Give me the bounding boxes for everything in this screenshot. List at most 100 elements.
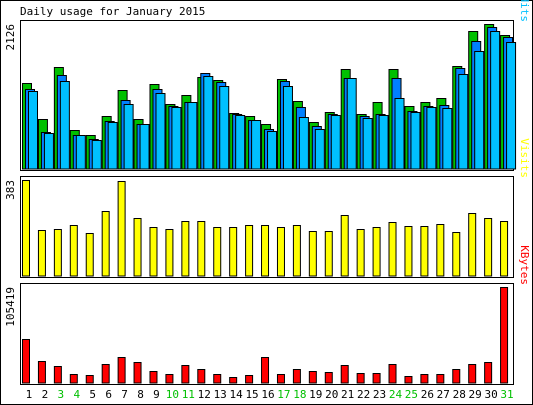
hits-bar-hits-day-25 bbox=[410, 112, 421, 170]
visits-bar-visits-day-23 bbox=[372, 227, 381, 277]
visits-bar-visits-day-25 bbox=[404, 226, 413, 277]
visits-bar-visits-day-19 bbox=[308, 231, 317, 277]
hits-bar-hits-day-7 bbox=[123, 104, 134, 170]
visits-bar-visits-day-8 bbox=[133, 218, 142, 277]
hits-bar-hits-day-12 bbox=[203, 76, 214, 170]
day-label-25: 25 bbox=[405, 388, 418, 401]
day-label-27: 27 bbox=[437, 388, 450, 401]
chart-panels: 2126 Pages/Files/Hits 383 Visits 105419 KByte… bbox=[4, 0, 531, 385]
hits-bar-hits-day-9 bbox=[155, 93, 166, 170]
kbytes-bar-kbytes-day-21 bbox=[340, 365, 349, 384]
kbytes-bar-kbytes-day-12 bbox=[197, 369, 206, 384]
visits-legend: Visits bbox=[518, 138, 531, 178]
day-label-31: 31 bbox=[500, 388, 513, 401]
day-label-19: 19 bbox=[309, 388, 322, 401]
kbytes-bar-kbytes-day-19 bbox=[308, 371, 317, 384]
hits-bar-hits-day-20 bbox=[330, 115, 341, 170]
visits-bar-visits-day-10 bbox=[165, 229, 174, 277]
hits-bar-hits-day-18 bbox=[298, 117, 309, 170]
hits-bar-hits-day-3 bbox=[59, 81, 70, 170]
hits-bar-hits-day-28 bbox=[458, 74, 469, 170]
hits-bar-hits-day-13 bbox=[219, 86, 230, 170]
hits-bar-hits-day-29 bbox=[474, 51, 485, 170]
day-label-7: 7 bbox=[121, 388, 128, 401]
visits-bar-visits-day-3 bbox=[53, 229, 62, 277]
kbytes-bar-kbytes-day-16 bbox=[261, 357, 270, 384]
hits-bar-hits-day-16 bbox=[267, 131, 278, 170]
kbytes-bar-kbytes-day-27 bbox=[436, 374, 445, 384]
hits-bar-hits-day-11 bbox=[187, 102, 198, 170]
kbytes-bar-kbytes-day-7 bbox=[117, 357, 126, 384]
day-label-18: 18 bbox=[293, 388, 306, 401]
hits-bar-hits-day-4 bbox=[75, 135, 86, 170]
hits-bar-hits-day-5 bbox=[91, 140, 102, 170]
kbytes-max-label: 105419 bbox=[4, 287, 17, 327]
kbytes-legend: KBytes bbox=[518, 245, 531, 285]
kbytes-bar-kbytes-day-20 bbox=[324, 372, 333, 384]
visits-bar-visits-day-21 bbox=[340, 215, 349, 277]
day-label-22: 22 bbox=[357, 388, 370, 401]
day-label-20: 20 bbox=[325, 388, 338, 401]
hits-panel: 2126 Pages/Files/Hits bbox=[4, 0, 531, 171]
hits-bar-hits-day-8 bbox=[139, 124, 150, 170]
kbytes-bar-kbytes-day-10 bbox=[165, 374, 174, 384]
kbytes-bar-kbytes-day-4 bbox=[69, 374, 78, 384]
day-label-11: 11 bbox=[182, 388, 195, 401]
visits-max-label: 383 bbox=[4, 180, 17, 200]
visits-bar-visits-day-18 bbox=[292, 225, 301, 277]
visits-bar-visits-day-6 bbox=[101, 211, 110, 277]
hits-bar-hits-day-27 bbox=[442, 108, 453, 170]
kbytes-bar-kbytes-day-23 bbox=[372, 373, 381, 384]
day-label-17: 17 bbox=[277, 388, 290, 401]
kbytes-bar-kbytes-day-5 bbox=[85, 375, 94, 384]
kbytes-bar-kbytes-day-26 bbox=[420, 374, 429, 384]
day-label-10: 10 bbox=[166, 388, 179, 401]
kbytes-bar-kbytes-day-9 bbox=[149, 371, 158, 384]
day-label-9: 9 bbox=[153, 388, 160, 401]
day-label-4: 4 bbox=[73, 388, 80, 401]
day-label-12: 12 bbox=[198, 388, 211, 401]
hits-bar-hits-day-10 bbox=[171, 107, 182, 170]
day-label-5: 5 bbox=[89, 388, 96, 401]
kbytes-bar-kbytes-day-14 bbox=[229, 377, 238, 384]
kbytes-bar-kbytes-day-17 bbox=[276, 374, 285, 384]
day-label-2: 2 bbox=[42, 388, 49, 401]
visits-bar-visits-day-9 bbox=[149, 227, 158, 277]
kbytes-bar-kbytes-day-11 bbox=[181, 365, 190, 384]
hits-bar-hits-day-15 bbox=[251, 120, 262, 170]
kbytes-bar-kbytes-day-13 bbox=[213, 374, 222, 384]
day-label-28: 28 bbox=[453, 388, 466, 401]
day-label-26: 26 bbox=[421, 388, 434, 401]
day-label-29: 29 bbox=[469, 388, 482, 401]
hits-legend-part-4: Hits bbox=[518, 0, 531, 22]
visits-bar-visits-day-7 bbox=[117, 181, 126, 277]
kbytes-bar-kbytes-day-2 bbox=[37, 361, 46, 384]
day-label-13: 13 bbox=[214, 388, 227, 401]
visits-bar-visits-day-27 bbox=[436, 224, 445, 277]
hits-bar-hits-day-22 bbox=[362, 118, 373, 170]
hits-bar-hits-day-23 bbox=[378, 115, 389, 170]
kbytes-bar-kbytes-day-29 bbox=[468, 364, 477, 384]
day-label-6: 6 bbox=[105, 388, 112, 401]
kbytes-bar-kbytes-day-30 bbox=[484, 362, 493, 384]
hits-legend: Pages/Files/Hits bbox=[518, 0, 531, 22]
kbytes-bar-kbytes-day-28 bbox=[452, 369, 461, 384]
visits-bar-visits-day-22 bbox=[356, 229, 365, 277]
day-label-1: 1 bbox=[26, 388, 33, 401]
visits-panel: 383 Visits bbox=[4, 138, 531, 278]
hits-bar-hits-day-1 bbox=[28, 91, 38, 170]
hits-bar-hits-day-6 bbox=[107, 122, 118, 170]
visits-bar-visits-day-16 bbox=[261, 225, 270, 277]
visits-bar-visits-day-31 bbox=[500, 221, 509, 277]
hits-bar-hits-day-26 bbox=[426, 107, 437, 170]
visits-bar-visits-day-20 bbox=[324, 231, 333, 277]
day-label-21: 21 bbox=[341, 388, 354, 401]
hits-max-label: 2126 bbox=[4, 24, 17, 51]
kbytes-bar-kbytes-day-25 bbox=[404, 376, 413, 384]
kbytes-panel: 105419 KBytes bbox=[4, 245, 531, 385]
kbytes-bar-kbytes-day-3 bbox=[53, 366, 62, 384]
day-label-30: 30 bbox=[484, 388, 497, 401]
visits-bar-visits-day-13 bbox=[213, 227, 222, 277]
hits-bar-hits-day-2 bbox=[43, 133, 54, 170]
visits-bar-visits-day-1 bbox=[22, 180, 30, 277]
